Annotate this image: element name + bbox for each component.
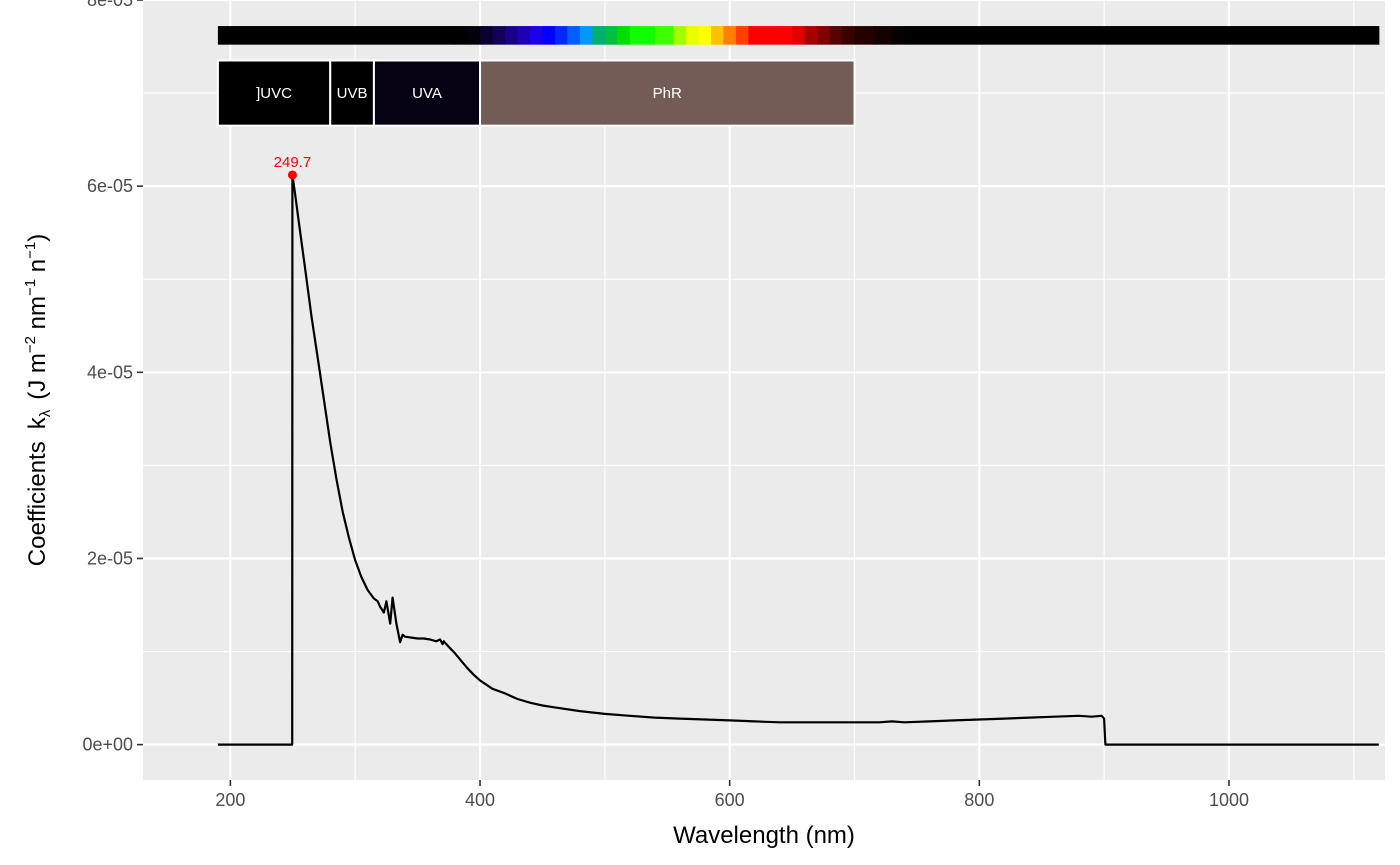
y-axis-title: Coefficientskλ(J m−2 nm−1 n−1) xyxy=(22,234,54,566)
x-tick-label: 400 xyxy=(465,790,495,810)
waveband-label: PhR xyxy=(653,85,682,102)
x-tick-label: 800 xyxy=(964,790,994,810)
color-strip-segment xyxy=(592,26,606,45)
color-strip-segment xyxy=(792,26,806,45)
waveband-3 xyxy=(479,59,856,127)
color-strip-segment xyxy=(529,26,544,45)
x-tick-label: 1000 xyxy=(1209,790,1249,810)
color-strip-segment xyxy=(735,26,749,45)
color-strip-segment xyxy=(604,26,618,45)
color-strip-segment xyxy=(891,26,906,45)
color-strip-segment xyxy=(217,26,456,45)
y-tick-label: 4e-05 xyxy=(87,362,133,382)
color-strip-segment xyxy=(480,26,494,45)
color-strip-segment xyxy=(829,26,843,45)
color-strip-segment xyxy=(904,26,1380,45)
series xyxy=(217,173,1379,746)
color-strip-segment xyxy=(579,26,593,45)
y-tick-label: 0e+00 xyxy=(82,735,133,755)
waveband-label: UVA xyxy=(412,85,442,102)
y-tick-label: 8e-05 xyxy=(87,0,133,10)
waveband-label: ]UVC xyxy=(256,85,292,102)
color-strip-segment xyxy=(455,26,469,45)
y-tick-label: 6e-05 xyxy=(87,176,133,196)
color-strip-segment xyxy=(723,26,737,45)
color-strip-segment xyxy=(698,26,712,45)
color-strip xyxy=(217,26,1380,45)
peak-point xyxy=(287,170,297,180)
waveband-2 xyxy=(372,59,482,127)
color-strip-segment xyxy=(873,26,893,45)
peak-marker: 249.7 xyxy=(274,154,312,180)
color-strip-segment xyxy=(554,26,569,45)
color-strip-segment xyxy=(854,26,874,45)
plot-panel xyxy=(143,0,1385,780)
x-tick-label: 200 xyxy=(215,790,245,810)
color-strip-segment xyxy=(685,26,700,45)
color-strip-segment xyxy=(710,26,725,45)
color-strip-segment xyxy=(779,26,793,45)
y-tick-label: 2e-05 xyxy=(87,548,133,568)
color-strip-segment xyxy=(654,26,675,45)
color-strip-segment xyxy=(504,26,519,45)
peak-label: 249.7 xyxy=(274,154,312,171)
waveband-label: UVB xyxy=(337,85,368,102)
axes: 200 400 600 800 1000 0e+00 2e-05 4e-05 6e-05 8e-0… xyxy=(82,0,1249,810)
spectrum-line xyxy=(217,173,1379,746)
color-strip-segment xyxy=(629,26,656,45)
color-strip-segment xyxy=(542,26,556,45)
color-strip-segment xyxy=(804,26,818,45)
color-strip-segment xyxy=(517,26,531,45)
color-strip-segment xyxy=(492,26,506,45)
x-axis-title: Wavelength (nm) xyxy=(673,822,855,849)
color-strip-segment xyxy=(817,26,831,45)
color-strip-segment xyxy=(842,26,856,45)
color-strip-segment xyxy=(673,26,687,45)
color-strip-segment xyxy=(567,26,581,45)
wavebands: ]UVC UVB UVA PhR xyxy=(216,59,856,127)
color-strip-segment xyxy=(748,26,781,45)
color-strip-segment xyxy=(467,26,481,45)
color-strip-segment xyxy=(617,26,631,45)
x-tick-label: 600 xyxy=(715,790,745,810)
